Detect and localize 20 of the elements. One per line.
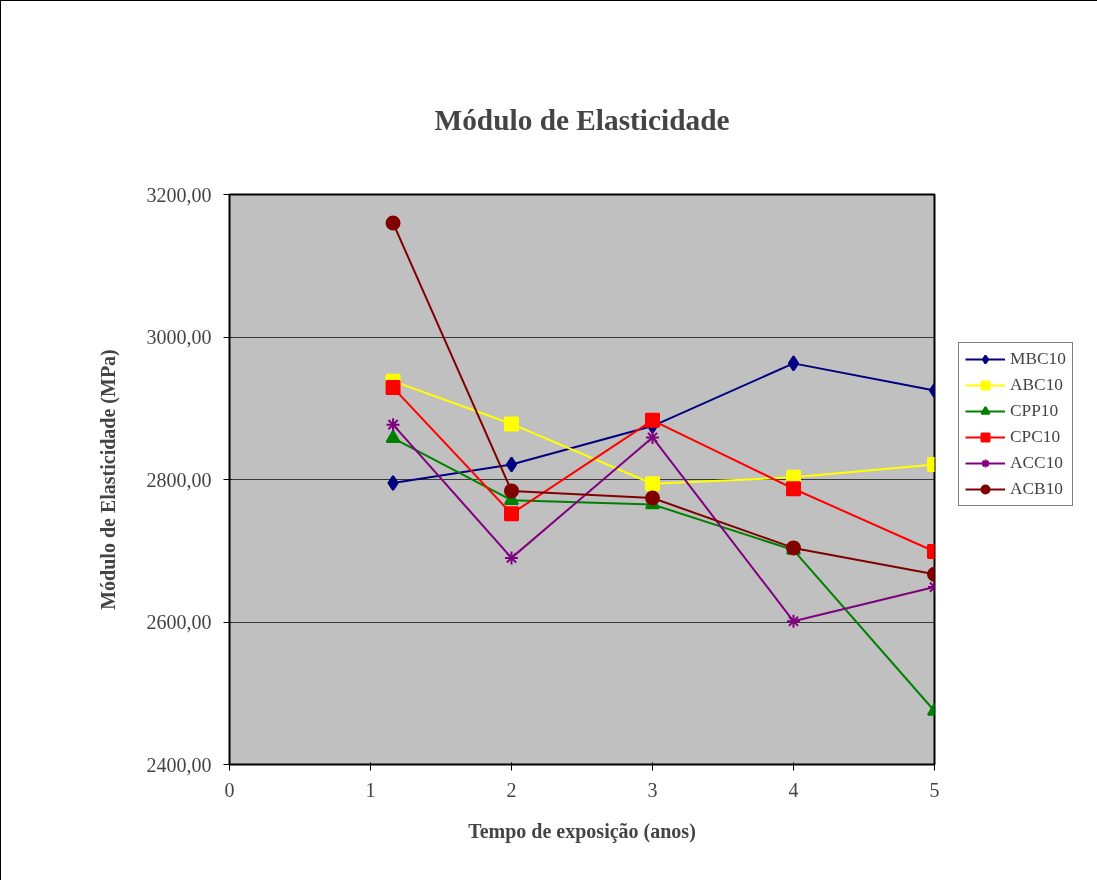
chart-title: Módulo de Elasticidade — [434, 103, 730, 136]
y-tick-label: 2800,00 — [146, 468, 212, 491]
x-axis-title: Tempo de exposição (anos) — [468, 819, 696, 843]
legend-label: ACB10 — [1010, 479, 1063, 499]
legend-label: ACC10 — [1010, 453, 1063, 473]
y-tick-label: 3000,00 — [146, 326, 212, 348]
y-tick-label: 3200,00 — [146, 183, 212, 206]
x-tick-label: 5 — [929, 778, 940, 801]
y-axis-title: Módulo de Elasticidade (MPa) — [96, 349, 120, 610]
x-tick-label: 3 — [647, 778, 658, 801]
y-tick-label: 2400,00 — [146, 753, 212, 776]
x-tick-label: 2 — [506, 778, 517, 801]
x-tick-label: 0 — [224, 778, 235, 801]
x-tick-label: 4 — [788, 778, 799, 801]
legend-label: CPP10 — [1010, 401, 1059, 421]
legend-label: MBC10 — [1010, 349, 1066, 369]
legend-label: CPC10 — [1010, 427, 1061, 447]
y-tick-label: 2600,00 — [146, 611, 212, 633]
x-tick-label: 1 — [365, 778, 376, 801]
legend-label: ABC10 — [1010, 375, 1063, 395]
